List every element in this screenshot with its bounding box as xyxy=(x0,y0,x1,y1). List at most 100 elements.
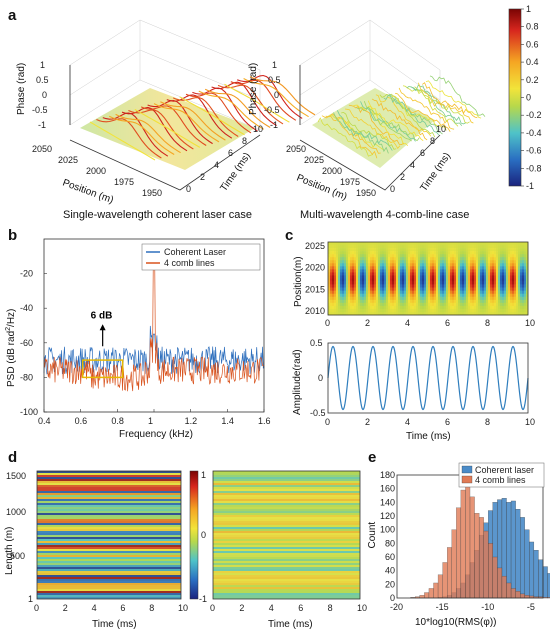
svg-text:0.5: 0.5 xyxy=(36,75,49,85)
ridge-line xyxy=(134,108,201,148)
colorbar-tick: 0 xyxy=(526,93,531,103)
x-tick-label: 6 xyxy=(445,417,450,427)
hist-bar xyxy=(538,559,544,599)
svg-text:500: 500 xyxy=(10,551,25,561)
hist-bar xyxy=(419,595,425,599)
ridge-line xyxy=(402,85,459,127)
z-ticks-left: 1 0.5 0 -0.5 -1 xyxy=(32,60,49,130)
panel-label-d: d xyxy=(8,449,17,466)
x-tick-label: 1.6 xyxy=(258,416,271,426)
x-tick-label: 10 xyxy=(357,603,367,613)
y-tick-label: 120 xyxy=(380,511,395,521)
x-tick-label: 6 xyxy=(298,603,303,613)
x-tick-label: 2 xyxy=(239,603,244,613)
hist-bar xyxy=(451,529,457,599)
hist-bar xyxy=(501,575,507,599)
x-tick-label: 8 xyxy=(149,603,154,613)
ridge-line xyxy=(336,110,393,151)
y-tick-label: 20 xyxy=(385,579,395,589)
x-tick-label: 6 xyxy=(445,318,450,328)
svg-text:2000: 2000 xyxy=(322,166,342,176)
ridge-line xyxy=(391,95,447,131)
colorbar-tick: 0.6 xyxy=(526,39,539,49)
colorbar-tick: -1 xyxy=(526,181,534,191)
x-tick-label: 0.4 xyxy=(38,416,51,426)
caption-right: Multi-wavelength 4-comb-line case xyxy=(300,209,469,221)
highlight-box xyxy=(81,359,124,379)
ridge-line xyxy=(217,84,284,125)
svg-text:0: 0 xyxy=(201,530,206,540)
x-tick-label: -20 xyxy=(390,602,403,612)
pos-ticks-left: 2050 2025 2000 1975 1950 xyxy=(32,144,162,198)
panel-e-histogram: 180 160 140 120 100 80 60 40 20 0-20 -15 -10 -5 10*lo… xyxy=(367,462,550,628)
x-tick-label: 10 xyxy=(178,603,188,613)
x-tick-label: 0.6 xyxy=(75,416,88,426)
x-tick-label: 4 xyxy=(92,603,97,613)
svg-text:8: 8 xyxy=(430,136,435,146)
y-tick-label: 180 xyxy=(380,470,395,480)
colorbar-tick: 0.8 xyxy=(526,22,539,32)
hist-bar xyxy=(465,474,471,599)
ridge-line xyxy=(422,82,478,119)
svg-text:1975: 1975 xyxy=(114,177,134,187)
ridge-line xyxy=(211,81,277,127)
ridge-line xyxy=(108,115,175,155)
colorbar-d xyxy=(189,470,199,600)
colorbar-tick: 0.2 xyxy=(526,75,539,85)
ridge-line xyxy=(317,117,374,157)
hist-bar xyxy=(442,562,448,599)
hist-bar xyxy=(542,566,548,599)
hist-bar xyxy=(456,507,462,599)
ridge-line xyxy=(172,97,239,137)
svg-text:10: 10 xyxy=(436,124,446,134)
hist-bar xyxy=(497,567,503,599)
y-tick-label: -40 xyxy=(20,303,33,313)
legend-entry: Coherent laser xyxy=(475,465,534,475)
ylabel-left: Time (ms) xyxy=(218,151,253,194)
xlabel-d-left: Time (ms) xyxy=(92,619,137,630)
y-tick-label: 2020 xyxy=(305,263,325,273)
psd-series-1 xyxy=(43,259,265,392)
x-tick-label: 10 xyxy=(525,417,535,427)
svg-text:2050: 2050 xyxy=(32,144,52,154)
svg-text:0: 0 xyxy=(390,184,395,194)
ridge-line xyxy=(128,109,194,150)
hist-bar xyxy=(492,556,498,599)
x-tick-label: 2 xyxy=(365,417,370,427)
x-tick-label: -15 xyxy=(436,602,449,612)
svg-text:2000: 2000 xyxy=(86,166,106,176)
svg-text:0: 0 xyxy=(186,184,191,194)
ylabel-c-bottom: Amplitude(rad) xyxy=(292,349,303,415)
y-tick-label: 0 xyxy=(318,373,323,383)
hist-bar xyxy=(478,517,484,599)
svg-text:1: 1 xyxy=(201,470,206,480)
hist-bar xyxy=(424,592,430,599)
svg-text:1975: 1975 xyxy=(340,177,360,187)
svg-text:1: 1 xyxy=(28,594,33,604)
xlabel-c: Time (ms) xyxy=(406,431,451,442)
svg-text:6: 6 xyxy=(420,148,425,158)
hist-bar xyxy=(460,489,466,599)
ridge-line xyxy=(153,103,220,143)
hist-bar xyxy=(447,547,452,599)
ridge-line xyxy=(89,121,156,161)
panel-label-c: c xyxy=(285,227,293,244)
xlabel-left: Position (m) xyxy=(61,177,115,206)
svg-text:2: 2 xyxy=(200,172,205,182)
ridge-line xyxy=(387,93,443,135)
y-tick-label: 160 xyxy=(380,484,395,494)
ridge-line xyxy=(344,108,401,149)
ridge-line xyxy=(140,105,207,146)
hist-bar xyxy=(483,530,489,599)
x-tick-label: 4 xyxy=(405,417,410,427)
colorbar-a: 1 0.8 0.6 0.4 0.2 0 -0.2 -0.4 -0.6 -0.8 -1 xyxy=(508,4,542,191)
x-tick-label: 6 xyxy=(120,603,125,613)
annotation-6db: 6 dB xyxy=(91,310,113,321)
xlabel-b: Frequency (kHz) xyxy=(119,429,193,440)
ylabel-c-top: Position(m) xyxy=(293,256,304,307)
svg-text:2050: 2050 xyxy=(286,144,306,154)
ridge-line xyxy=(179,96,245,136)
ridge-line xyxy=(96,118,162,159)
